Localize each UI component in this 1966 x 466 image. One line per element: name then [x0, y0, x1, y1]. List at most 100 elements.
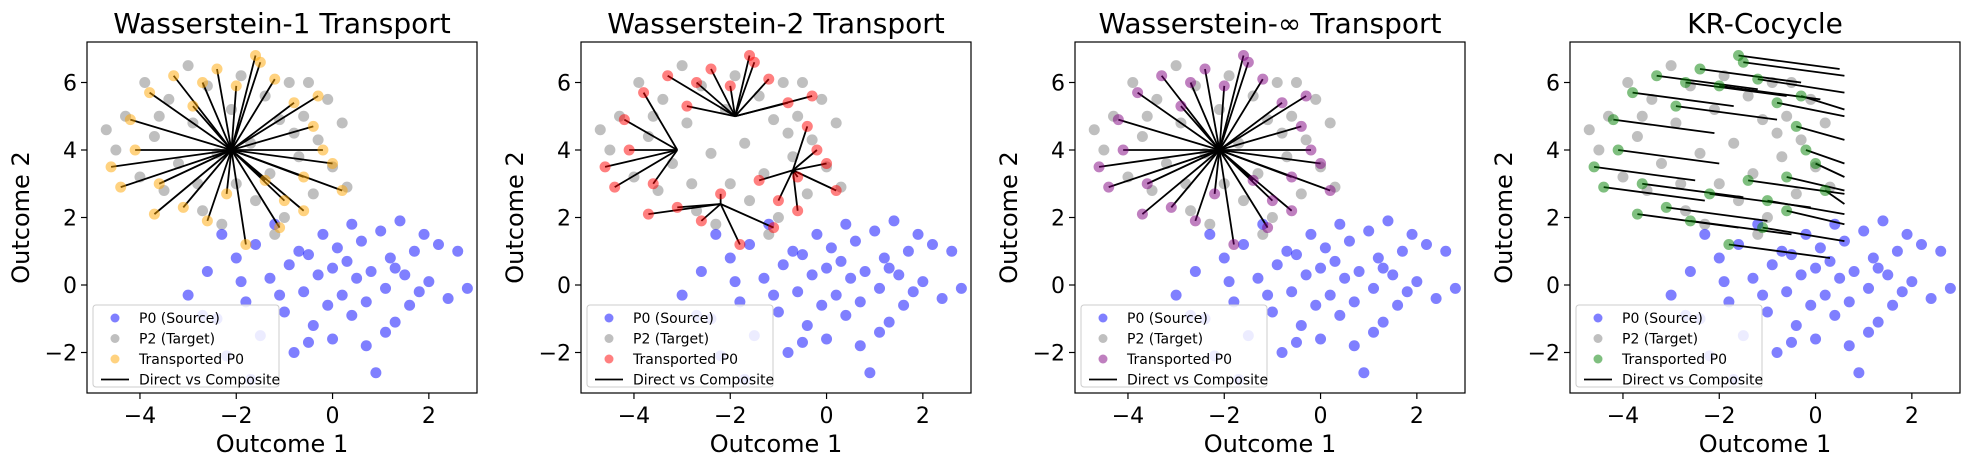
- source-point: [1334, 218, 1346, 230]
- target-point: [322, 93, 334, 105]
- chart-panel-3: −4 −2 0 2 −2 0 2 4 6 Wasserstein-∞ Transport Outco…: [995, 7, 1466, 458]
- transport-line: [1743, 61, 1845, 77]
- target-point: [816, 93, 828, 105]
- legend-marker: [110, 354, 120, 364]
- source-point: [849, 235, 861, 247]
- transport-line: [791, 126, 809, 171]
- source-point: [182, 289, 194, 301]
- source-point: [825, 242, 837, 254]
- transport-line: [1613, 118, 1715, 135]
- x-tick-label: −2: [714, 404, 746, 429]
- source-point: [1814, 242, 1826, 254]
- source-point: [1829, 309, 1841, 321]
- transported-point: [662, 70, 674, 82]
- transported-point: [144, 87, 156, 99]
- transport-line: [216, 68, 233, 151]
- x-tick-label: −4: [618, 404, 650, 429]
- transported-point: [715, 188, 727, 200]
- transport-line: [648, 203, 721, 216]
- source-point: [1300, 269, 1312, 281]
- transported-point: [254, 56, 266, 68]
- source-point: [389, 262, 401, 274]
- target-point: [753, 90, 765, 102]
- source-point: [907, 286, 919, 298]
- target-point: [182, 60, 194, 72]
- legend-marker: [1098, 354, 1108, 364]
- transported-point: [1742, 174, 1754, 186]
- source-point: [1944, 282, 1956, 294]
- target-point: [676, 60, 688, 72]
- transported-point: [1262, 222, 1274, 234]
- transported-point: [1185, 77, 1197, 88]
- target-point: [710, 218, 722, 230]
- source-point: [1915, 239, 1927, 250]
- source-point: [1252, 272, 1264, 284]
- target-point: [1310, 93, 1322, 105]
- source-point: [1343, 235, 1355, 247]
- target-point: [729, 70, 741, 82]
- target-point: [1290, 77, 1302, 88]
- transported-point: [1117, 144, 1129, 156]
- source-point: [1440, 245, 1452, 257]
- transported-point: [1819, 185, 1831, 196]
- transport-line: [1194, 149, 1221, 222]
- source-point: [1315, 262, 1327, 274]
- transport-line: [1762, 226, 1845, 243]
- transported-point: [792, 205, 804, 217]
- source-point: [1372, 252, 1384, 264]
- transport-line: [1098, 149, 1220, 168]
- transported-point: [168, 70, 180, 82]
- source-point: [1935, 245, 1947, 257]
- target-point: [604, 144, 616, 156]
- transport-line: [225, 149, 233, 194]
- source-point: [917, 276, 929, 288]
- transported-point: [1670, 100, 1682, 112]
- transported-point: [1680, 77, 1692, 88]
- legend-label: P0 (Source): [139, 311, 220, 327]
- source-point: [1377, 262, 1389, 274]
- transport-line: [1603, 186, 1705, 202]
- source-point: [835, 255, 847, 267]
- source-point: [1290, 249, 1302, 261]
- source-point: [1363, 225, 1375, 237]
- target-point: [302, 77, 314, 88]
- source-point: [1392, 299, 1404, 311]
- y-axis-label: Outcome 2: [501, 151, 529, 283]
- transported-point: [782, 97, 794, 109]
- transported-point: [695, 215, 707, 227]
- transport-line: [1757, 78, 1845, 94]
- target-point: [1622, 77, 1634, 88]
- transport-line: [1738, 54, 1840, 70]
- transport-line: [1170, 149, 1221, 208]
- target-point: [633, 77, 645, 88]
- transport-line: [153, 149, 233, 215]
- source-point: [201, 266, 213, 277]
- target-point: [1204, 218, 1216, 230]
- target-point: [1617, 171, 1629, 183]
- source-point: [418, 228, 430, 240]
- transported-point: [1165, 201, 1177, 213]
- transported-point: [811, 144, 823, 156]
- target-point: [1636, 110, 1648, 122]
- target-point: [1742, 90, 1754, 102]
- source-point: [893, 269, 905, 281]
- source-point: [322, 299, 334, 311]
- source-point: [936, 293, 948, 304]
- source-point: [796, 249, 808, 261]
- transport-line: [230, 61, 262, 151]
- transported-point: [312, 90, 324, 102]
- legend-label: P0 (Source): [1622, 311, 1703, 327]
- transported-point: [830, 185, 842, 196]
- transported-point: [1651, 70, 1663, 82]
- transported-point: [1598, 181, 1610, 193]
- transported-point: [1757, 222, 1769, 234]
- transported-point: [642, 208, 654, 220]
- source-point: [902, 245, 914, 257]
- source-point: [298, 286, 310, 298]
- source-point: [1353, 266, 1365, 277]
- source-point: [1276, 347, 1288, 358]
- source-point: [1747, 272, 1759, 284]
- y-tick-label: 0: [1546, 274, 1560, 299]
- source-point: [346, 218, 358, 230]
- transported-point: [1315, 158, 1327, 169]
